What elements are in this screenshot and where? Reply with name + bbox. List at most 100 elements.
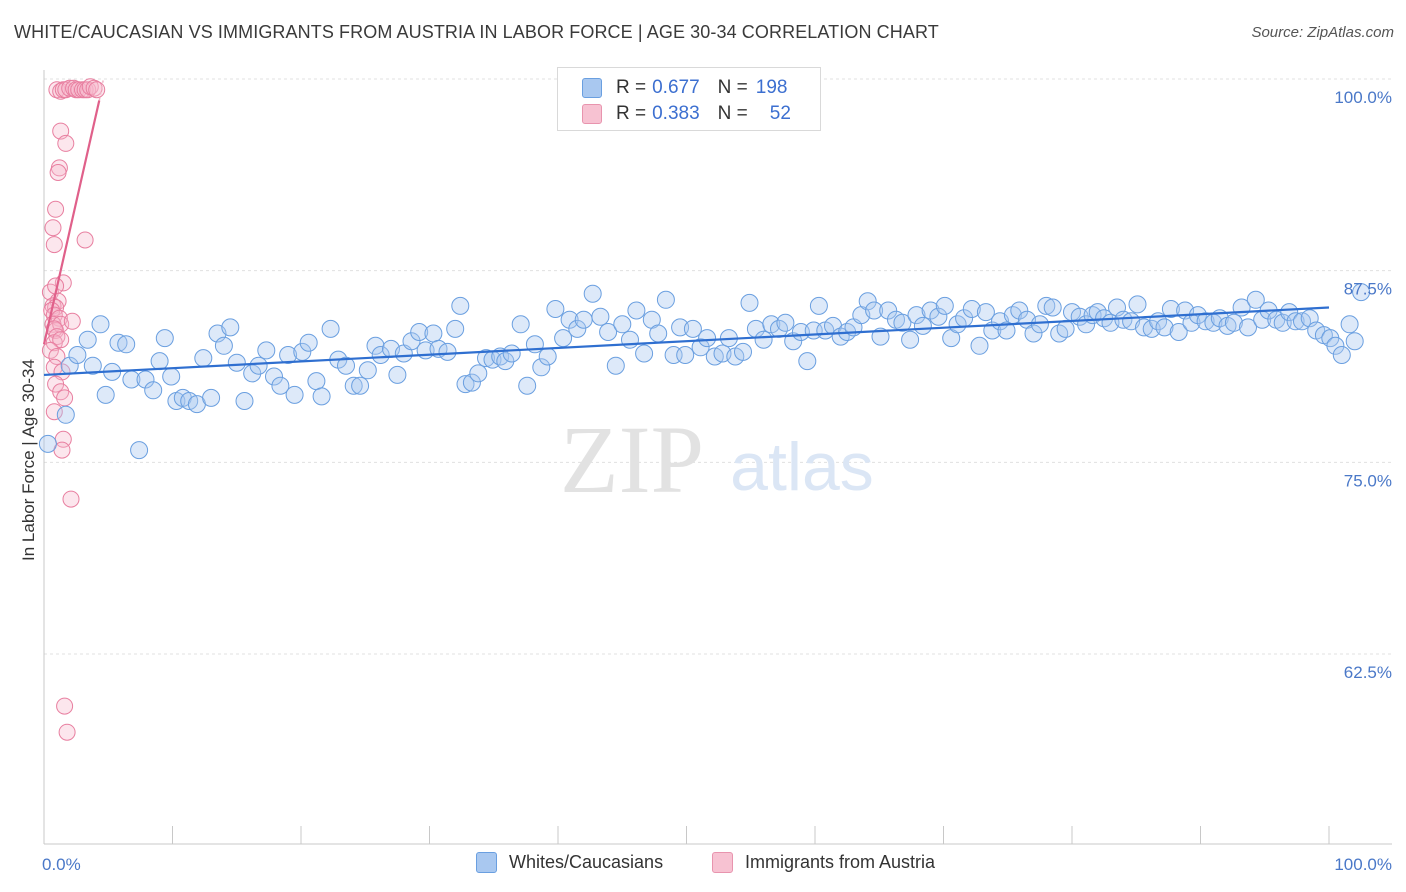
point-whites-28 xyxy=(235,392,254,410)
point-whites-15 xyxy=(150,352,169,371)
point-whites-47 xyxy=(371,346,390,364)
point-whites-99 xyxy=(740,293,759,312)
point-whites-122 xyxy=(901,330,920,349)
trend-line-whites xyxy=(43,306,1330,377)
point-whites-160 xyxy=(1155,318,1174,337)
point-austria-34 xyxy=(63,312,81,330)
point-whites-161 xyxy=(1161,300,1180,318)
point-whites-77 xyxy=(583,284,602,303)
point-whites-75 xyxy=(568,319,587,338)
point-whites-83 xyxy=(627,301,646,320)
point-whites-42 xyxy=(337,356,355,375)
point-whites-127 xyxy=(935,296,954,315)
point-austria-19 xyxy=(44,219,62,237)
point-whites-38 xyxy=(307,372,326,391)
watermark-zip: ZIP xyxy=(560,406,704,513)
point-whites-133 xyxy=(976,303,995,322)
point-whites-22 xyxy=(194,349,213,368)
point-whites-123 xyxy=(907,306,926,325)
point-whites-119 xyxy=(879,301,898,320)
point-austria-44 xyxy=(56,389,74,407)
point-whites-118 xyxy=(871,327,890,346)
point-whites-138 xyxy=(1010,301,1029,320)
x-tick-label-max: 100.0% xyxy=(1334,855,1392,874)
point-whites-179 xyxy=(1286,312,1305,331)
point-whites-140 xyxy=(1024,324,1043,343)
point-whites-32 xyxy=(265,367,283,386)
point-whites-5 xyxy=(83,356,102,375)
legend-swatch-pink xyxy=(582,104,602,124)
point-whites-80 xyxy=(606,356,625,375)
point-whites-49 xyxy=(388,365,407,384)
point-whites-60 xyxy=(462,373,481,392)
point-whites-0 xyxy=(38,434,57,453)
point-whites-104 xyxy=(776,313,795,332)
series-immigrants-from-austria xyxy=(41,78,106,741)
point-whites-7 xyxy=(96,385,115,404)
legend-row-austria: R = 0.383 N = 52 xyxy=(582,101,791,127)
point-whites-187 xyxy=(1340,315,1359,334)
point-whites-136 xyxy=(997,321,1016,340)
legend-n-label: N = xyxy=(717,77,748,98)
point-whites-44 xyxy=(351,376,370,395)
legend-r-label: R = xyxy=(616,77,647,98)
point-whites-166 xyxy=(1196,312,1215,331)
trend-line-austria xyxy=(42,100,101,345)
point-whites-67 xyxy=(511,315,530,334)
point-whites-57 xyxy=(446,319,465,338)
point-whites-3 xyxy=(68,346,87,364)
point-whites-66 xyxy=(502,344,521,363)
legend-n-label: N = xyxy=(717,103,748,124)
point-austria-18 xyxy=(47,200,65,218)
point-whites-144 xyxy=(1050,324,1069,343)
point-whites-143 xyxy=(1043,298,1062,317)
point-whites-26 xyxy=(221,318,240,337)
point-whites-59 xyxy=(456,375,475,394)
point-whites-68 xyxy=(518,376,537,395)
point-whites-35 xyxy=(285,385,304,404)
watermark: ZIP atlas xyxy=(560,406,874,513)
point-whites-72 xyxy=(546,300,565,318)
point-whites-78 xyxy=(591,307,610,326)
point-austria-14 xyxy=(88,81,106,99)
point-whites-30 xyxy=(249,356,268,375)
point-whites-62 xyxy=(477,349,495,368)
point-austria-37 xyxy=(52,331,70,349)
bottom-legend-label: Whites/Caucasians xyxy=(509,852,664,872)
point-whites-54 xyxy=(424,324,443,343)
point-whites-70 xyxy=(532,358,551,377)
point-whites-107 xyxy=(798,352,817,371)
point-austria-48 xyxy=(62,490,80,508)
point-whites-74 xyxy=(560,310,579,329)
point-whites-4 xyxy=(78,330,97,349)
y-tick-label-1: 87.5% xyxy=(1344,280,1392,299)
point-whites-188 xyxy=(1345,332,1364,351)
legend-n-value: 198 xyxy=(755,77,788,98)
point-whites-1 xyxy=(56,405,75,424)
point-whites-121 xyxy=(893,313,912,332)
point-whites-23 xyxy=(202,388,221,407)
point-whites-173 xyxy=(1246,290,1265,309)
point-whites-76 xyxy=(574,310,593,329)
source-credit: Source: ZipAtlas.com xyxy=(1251,24,1394,41)
point-whites-12 xyxy=(130,441,149,460)
point-whites-40 xyxy=(321,319,340,338)
point-whites-185 xyxy=(1326,336,1345,355)
point-whites-170 xyxy=(1224,313,1243,332)
point-whites-39 xyxy=(312,387,331,406)
point-whites-82 xyxy=(621,330,639,349)
bottom-legend-whites: Whites/Caucasians xyxy=(476,852,663,873)
gridlines xyxy=(44,78,1392,655)
point-whites-91 xyxy=(683,319,702,338)
point-whites-156 xyxy=(1128,295,1147,314)
bottom-legend-austria: Immigrants from Austria xyxy=(712,852,935,873)
point-whites-172 xyxy=(1239,318,1257,337)
point-whites-145 xyxy=(1056,319,1075,338)
point-whites-116 xyxy=(858,292,877,311)
point-whites-189 xyxy=(1352,283,1371,302)
legend-r-label: R = xyxy=(616,103,647,124)
legend-r-value: 0.383 xyxy=(652,103,700,124)
trend-lines xyxy=(42,80,1330,377)
legend-row-whites: R = 0.677 N = 198 xyxy=(582,75,787,101)
legend-n-value: 52 xyxy=(769,103,791,124)
